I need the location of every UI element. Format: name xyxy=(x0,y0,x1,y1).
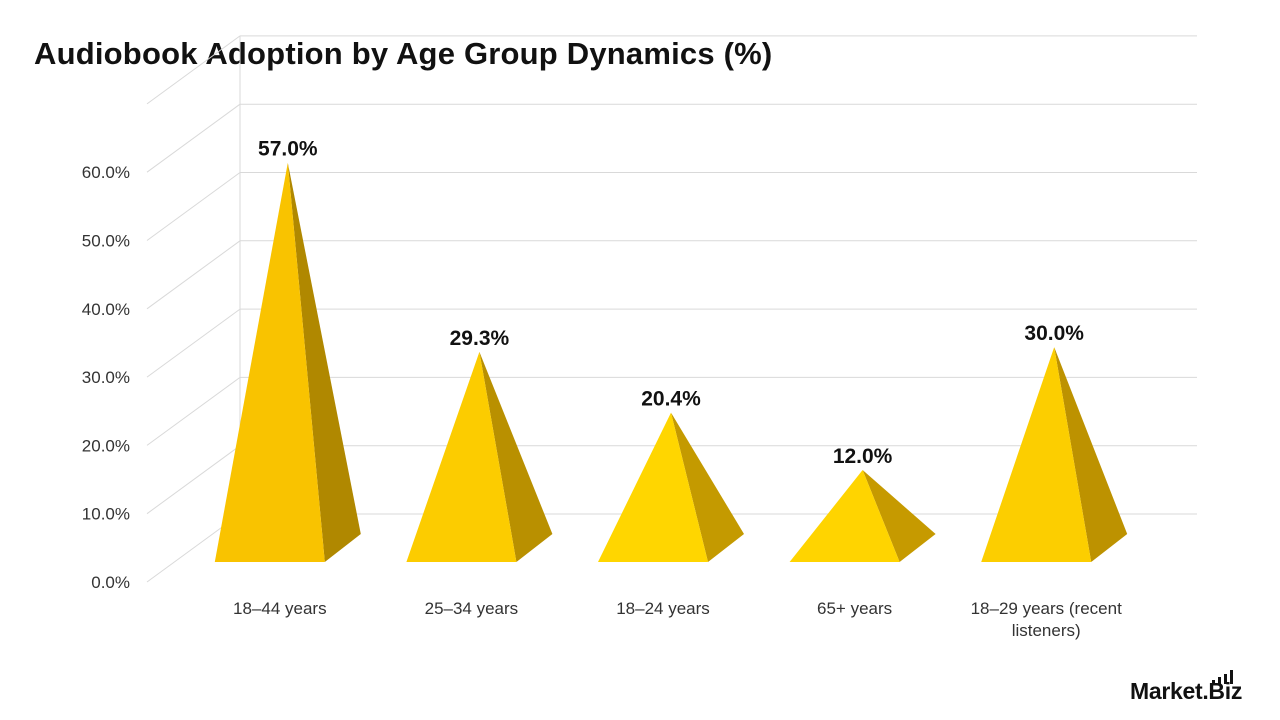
bar-front xyxy=(598,412,708,562)
gridline-diagonal xyxy=(146,172,241,241)
bar-side xyxy=(479,351,553,562)
gridline-diagonal xyxy=(146,35,241,105)
x-tick-label-line: 18–44 years xyxy=(233,599,327,618)
bar xyxy=(789,470,936,562)
brand-logo: Market.Biz xyxy=(1130,670,1260,710)
bars xyxy=(214,162,1128,562)
bar-side xyxy=(671,412,744,562)
data-label: 57.0% xyxy=(258,138,318,161)
bar xyxy=(981,347,1128,562)
data-label: 20.4% xyxy=(641,388,701,411)
y-tick-label: 60.0% xyxy=(82,163,130,182)
data-label: 29.3% xyxy=(450,327,510,350)
bar-front xyxy=(981,347,1092,562)
x-tick-label: 25–34 years xyxy=(425,599,519,618)
bar-front xyxy=(214,162,325,562)
x-tick-label-line: 18–29 years (recent xyxy=(971,599,1122,618)
bar-side xyxy=(287,162,361,562)
y-tick-label: 30.0% xyxy=(82,368,130,387)
data-labels: 57.0% 29.3% 20.4% 12.0% 30.0% xyxy=(258,138,1084,468)
x-axis: 18–44 years 25–34 years 18–24 years 65+ yea… xyxy=(233,599,1122,640)
y-tick-label: 0.0% xyxy=(91,573,130,592)
gridline-diagonal xyxy=(146,103,241,173)
data-label: 12.0% xyxy=(833,445,893,468)
bar xyxy=(406,351,553,562)
x-tick-label: 18–29 years (recent listeners) xyxy=(971,599,1122,640)
gridline-diagonal xyxy=(146,308,241,378)
bar xyxy=(214,162,361,562)
brand-logo-bars-icon xyxy=(1212,670,1242,684)
x-tick-label: 65+ years xyxy=(817,599,892,618)
brand-logo-text: Market.Biz xyxy=(1130,678,1243,704)
x-tick-label-line: 65+ years xyxy=(817,599,892,618)
bar-front xyxy=(789,470,900,562)
y-tick-label: 20.0% xyxy=(82,436,130,455)
y-tick-label: 40.0% xyxy=(82,300,130,319)
gridline-diagonal xyxy=(146,240,241,310)
y-tick-label: 50.0% xyxy=(82,232,130,251)
x-tick-label: 18–24 years xyxy=(616,599,710,618)
y-axis: 0.0% 10.0% 20.0% 30.0% 40.0% 50.0% 60.0% xyxy=(82,163,130,592)
data-label: 30.0% xyxy=(1024,322,1084,345)
gridline-diagonal xyxy=(146,376,241,446)
y-tick-label: 10.0% xyxy=(82,505,130,524)
x-tick-label: 18–44 years xyxy=(233,599,327,618)
gridline-diagonal xyxy=(146,445,241,515)
x-tick-label-line: 18–24 years xyxy=(616,599,710,618)
x-tick-label-line: 25–34 years xyxy=(425,599,519,618)
bar-front xyxy=(406,351,517,562)
bar xyxy=(598,412,744,562)
bar-side xyxy=(1054,347,1128,562)
x-tick-label-line: listeners) xyxy=(1012,621,1081,640)
bar-side xyxy=(862,470,936,562)
chart-title: Audiobook Adoption by Age Group Dynamics… xyxy=(34,36,773,71)
